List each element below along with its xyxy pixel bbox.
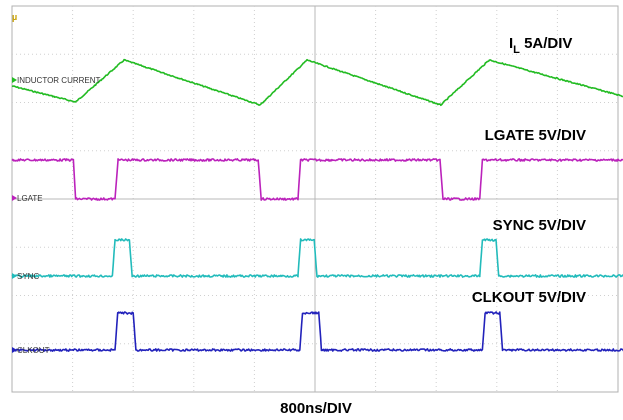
- il-annotation: IL 5A/DIV: [509, 35, 572, 56]
- grid: [11, 5, 619, 393]
- clkout-channel-label: CLKOUT: [17, 346, 50, 355]
- x-axis-label: 800ns/DIV: [280, 400, 352, 417]
- il-ground-marker: [12, 77, 17, 83]
- lgate-annotation: LGATE 5V/DIV: [485, 127, 586, 144]
- sync-trace: [11, 238, 623, 278]
- corner-mark: µ: [12, 12, 17, 22]
- sync-channel-label: SYNC: [17, 272, 39, 281]
- clkout-trace: [11, 311, 623, 352]
- lgate-ground-marker: [12, 195, 17, 201]
- sync-ground-marker: [12, 273, 17, 279]
- lgate-channel-label: LGATE: [17, 194, 43, 203]
- sync-annotation: SYNC 5V/DIV: [493, 217, 586, 234]
- il-channel-label: INDUCTOR CURRENT: [17, 76, 101, 85]
- channel-markers: INDUCTOR CURRENT LGATE SYNC CLKOUT: [12, 76, 101, 355]
- lgate-trace: [11, 158, 623, 201]
- clkout-annotation: CLKOUT 5V/DIV: [472, 289, 586, 306]
- il-trace: [11, 58, 623, 107]
- clkout-ground-marker: [12, 347, 17, 353]
- traces: [11, 58, 623, 352]
